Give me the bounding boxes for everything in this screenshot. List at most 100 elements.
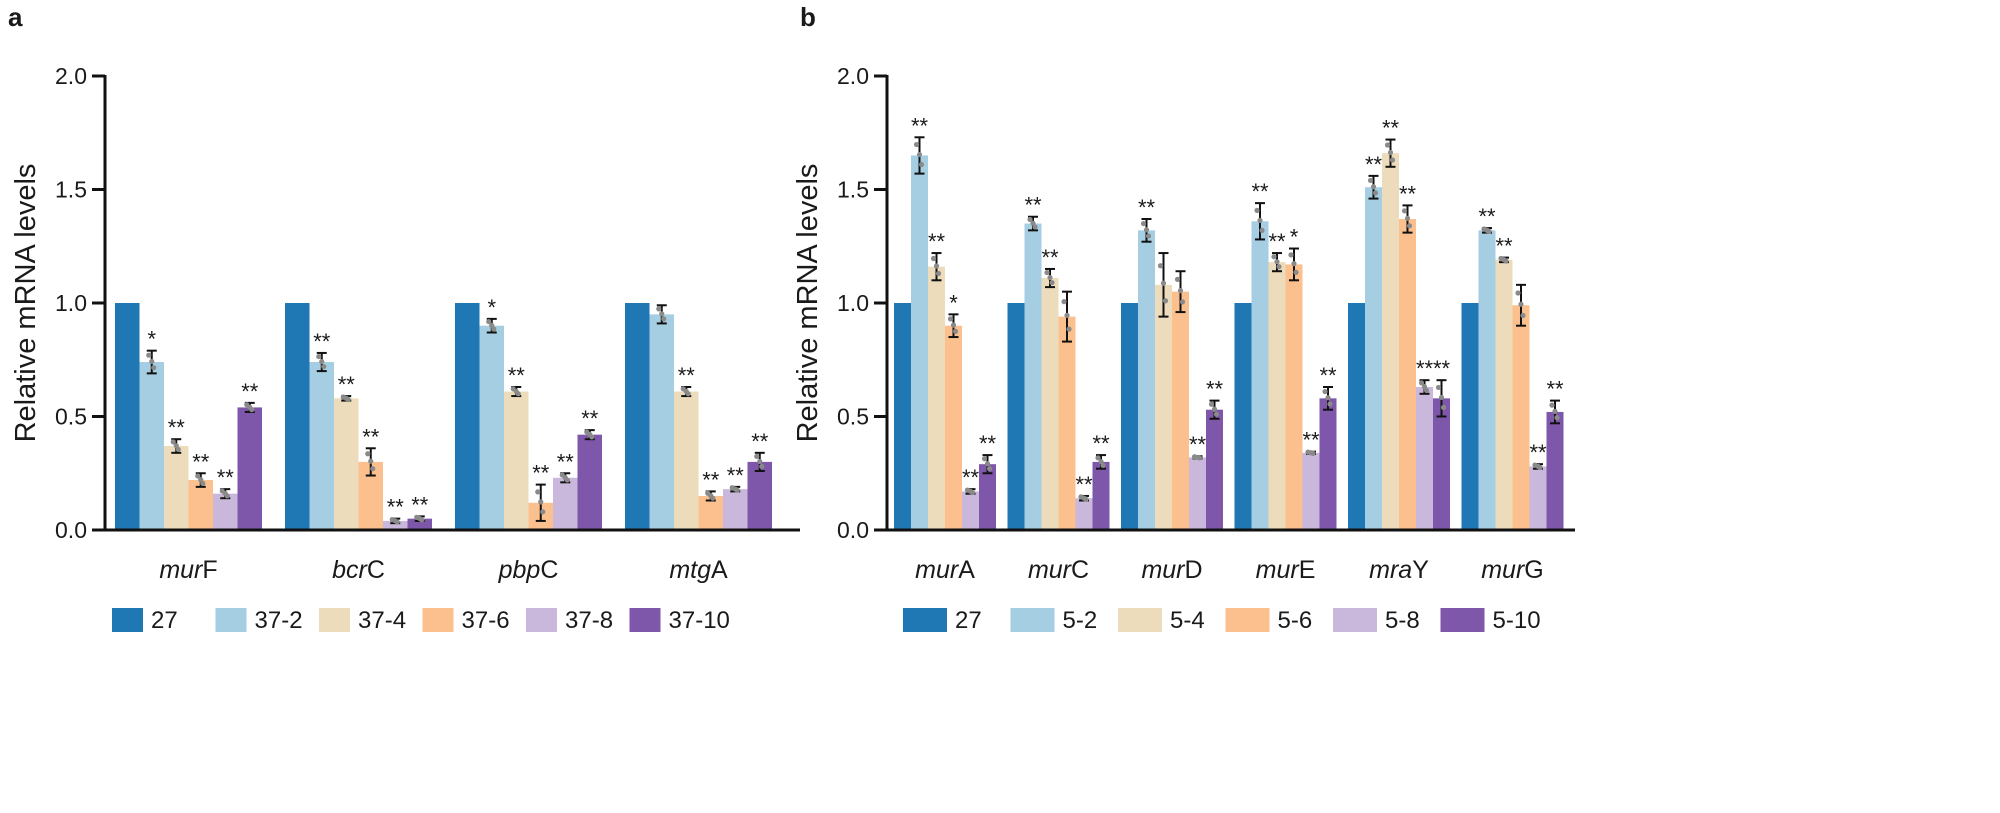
bar-37-2 bbox=[309, 362, 334, 529]
panel-label-b: b bbox=[800, 2, 816, 32]
y-tick-label: 0.5 bbox=[55, 404, 87, 430]
replicate-point bbox=[1515, 290, 1521, 296]
bar-5-10 bbox=[1433, 398, 1450, 529]
replicate-point bbox=[370, 466, 376, 472]
replicate-point bbox=[986, 466, 993, 472]
y-tick-label: 0.0 bbox=[837, 517, 869, 543]
replicate-point bbox=[1372, 190, 1379, 196]
significance-label: ** bbox=[727, 463, 745, 488]
replicate-point bbox=[967, 488, 974, 494]
replicate-point bbox=[1554, 415, 1560, 421]
legend-label: 27 bbox=[151, 607, 178, 634]
significance-label: ** bbox=[1382, 116, 1400, 141]
x-category-label: murA bbox=[915, 556, 975, 584]
replicate-point bbox=[173, 443, 179, 449]
replicate-point bbox=[149, 358, 155, 365]
replicate-point bbox=[1501, 257, 1507, 263]
bar-5-10 bbox=[1206, 409, 1223, 529]
bar-37-8 bbox=[723, 489, 748, 529]
y-tick-label: 0.5 bbox=[837, 404, 869, 430]
replicate-point bbox=[1177, 288, 1184, 294]
replicate-point bbox=[1211, 406, 1218, 412]
replicate-point bbox=[933, 263, 940, 269]
legend-swatch bbox=[526, 608, 557, 632]
replicate-point bbox=[913, 141, 920, 148]
replicate-point bbox=[661, 316, 667, 322]
replicate-point bbox=[538, 499, 544, 505]
legend-label: 5-4 bbox=[1170, 607, 1205, 634]
replicate-point bbox=[918, 161, 925, 168]
bar-37-10 bbox=[747, 461, 772, 529]
y-axis-label: Relative mRNA levels bbox=[10, 164, 42, 443]
replicate-point bbox=[1095, 455, 1101, 461]
significance-label: * bbox=[147, 327, 156, 352]
significance-label: ** bbox=[1529, 440, 1547, 465]
bar-5-10 bbox=[1546, 411, 1564, 529]
significance-label: ** bbox=[1251, 179, 1269, 204]
legend-label: 37-10 bbox=[669, 607, 730, 634]
replicate-point bbox=[916, 151, 923, 158]
replicate-point bbox=[1288, 252, 1294, 258]
bar-5-6 bbox=[1399, 219, 1416, 529]
replicate-point bbox=[151, 365, 157, 371]
replicate-point bbox=[1257, 217, 1263, 223]
bar-37-4 bbox=[334, 398, 359, 529]
replicate-point bbox=[1291, 261, 1297, 267]
replicate-point bbox=[535, 489, 541, 495]
replicate-point bbox=[316, 353, 322, 360]
bar-5-10 bbox=[1319, 398, 1337, 529]
bar-5-2 bbox=[1478, 230, 1496, 529]
significance-label: ** bbox=[979, 431, 997, 456]
bar-37-10 bbox=[407, 518, 432, 529]
replicate-point bbox=[417, 515, 423, 522]
bar-37-4 bbox=[164, 446, 189, 529]
replicate-point bbox=[981, 456, 988, 462]
bar-5-6 bbox=[1512, 305, 1530, 529]
replicate-point bbox=[1387, 149, 1394, 156]
replicate-point bbox=[321, 363, 327, 370]
replicate-point bbox=[1549, 402, 1555, 408]
bar-37-4 bbox=[504, 391, 529, 529]
legend-label: 5-2 bbox=[1063, 607, 1098, 634]
replicate-point bbox=[1254, 207, 1260, 213]
legend-label: 5-6 bbox=[1278, 607, 1313, 634]
replicate-point bbox=[1208, 401, 1215, 407]
bar-37-2 bbox=[479, 325, 504, 529]
replicate-point bbox=[1520, 312, 1526, 319]
replicate-point bbox=[1401, 208, 1408, 214]
replicate-point bbox=[1276, 264, 1282, 270]
legend-swatch bbox=[319, 608, 350, 632]
legend-swatch bbox=[1440, 608, 1485, 632]
replicate-point bbox=[1194, 454, 1201, 460]
significance-label: ** bbox=[557, 449, 575, 474]
replicate-point bbox=[486, 319, 492, 325]
legend-swatch bbox=[629, 608, 661, 632]
replicate-point bbox=[587, 431, 593, 438]
replicate-point bbox=[754, 453, 760, 460]
x-category-label: murE bbox=[1256, 556, 1316, 584]
bar-5-6 bbox=[1058, 316, 1076, 529]
replicate-point bbox=[757, 458, 763, 465]
replicate-point bbox=[1174, 276, 1181, 282]
replicate-point bbox=[1081, 495, 1087, 501]
replicate-point bbox=[947, 316, 954, 322]
bar-5-2 bbox=[1138, 230, 1155, 529]
replicate-point bbox=[146, 352, 152, 358]
bar-37-8 bbox=[213, 493, 238, 529]
x-category-label: murC bbox=[1028, 556, 1089, 584]
replicate-point bbox=[1418, 380, 1425, 386]
legend-label: 37-4 bbox=[358, 607, 406, 634]
bar-37-8 bbox=[383, 520, 408, 529]
bar-5-8 bbox=[1075, 498, 1093, 529]
legend-label: 37-8 bbox=[565, 607, 613, 634]
replicate-point bbox=[392, 518, 398, 524]
replicate-point bbox=[1370, 184, 1377, 190]
bar-37-10 bbox=[577, 434, 602, 529]
replicate-point bbox=[732, 486, 738, 492]
bar-37-4 bbox=[674, 391, 699, 529]
replicate-point bbox=[1406, 223, 1413, 229]
legend-swatch bbox=[903, 608, 947, 632]
replicate-point bbox=[368, 458, 374, 464]
replicate-point bbox=[1421, 384, 1428, 390]
legend-swatch bbox=[1333, 608, 1377, 632]
